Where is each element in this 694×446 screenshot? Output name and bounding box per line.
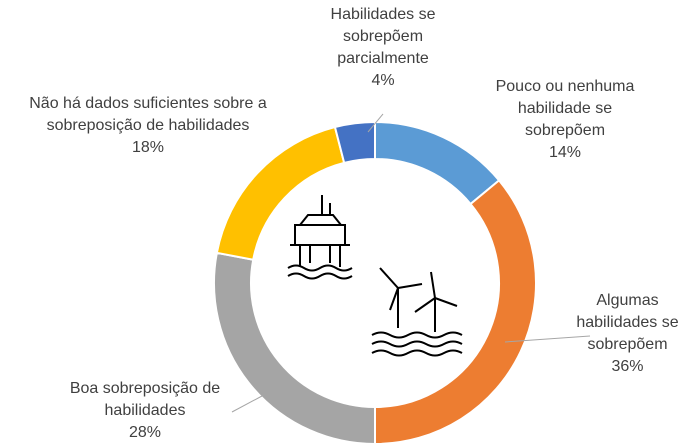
label-value: 14% bbox=[548, 144, 582, 161]
leader-lines bbox=[231, 113, 591, 413]
water-icon bbox=[287, 264, 353, 280]
icons bbox=[287, 195, 463, 357]
leader-line bbox=[231, 395, 263, 413]
data-label: Pouco ou nenhuma habilidade se sobrepõem… bbox=[480, 76, 650, 164]
label-text: Não há dados suficientes sobre a sobrepo… bbox=[29, 95, 267, 134]
donut-slice bbox=[374, 178, 537, 446]
donut-slice bbox=[333, 120, 376, 165]
label-value: 36% bbox=[611, 358, 644, 375]
label-text: Boa sobreposição de habilidades bbox=[69, 380, 221, 419]
leader-line bbox=[367, 113, 384, 133]
data-label: Algumas habilidades se sobrepõem 36% bbox=[565, 290, 690, 378]
water-icon bbox=[371, 331, 463, 357]
label-value: 28% bbox=[128, 424, 162, 441]
leader-line bbox=[504, 335, 591, 343]
label-text: Habilidades se sobrepõem parcialmente bbox=[330, 6, 436, 67]
data-label: Habilidades se sobrepõem parcialmente 4% bbox=[318, 4, 448, 92]
label-value: 18% bbox=[131, 139, 165, 156]
label-value: 4% bbox=[371, 72, 395, 89]
data-label: Não há dados suficientes sobre a sobrepo… bbox=[2, 93, 294, 159]
turbine-icon bbox=[379, 267, 458, 332]
donut-slice bbox=[213, 251, 376, 446]
rig-icon bbox=[290, 195, 350, 267]
label-text: Pouco ou nenhuma habilidade se sobrepõem bbox=[495, 78, 635, 139]
label-text: Algumas habilidades se sobrepõem bbox=[576, 292, 679, 353]
data-label: Boa sobreposição de habilidades 28% bbox=[60, 378, 230, 444]
